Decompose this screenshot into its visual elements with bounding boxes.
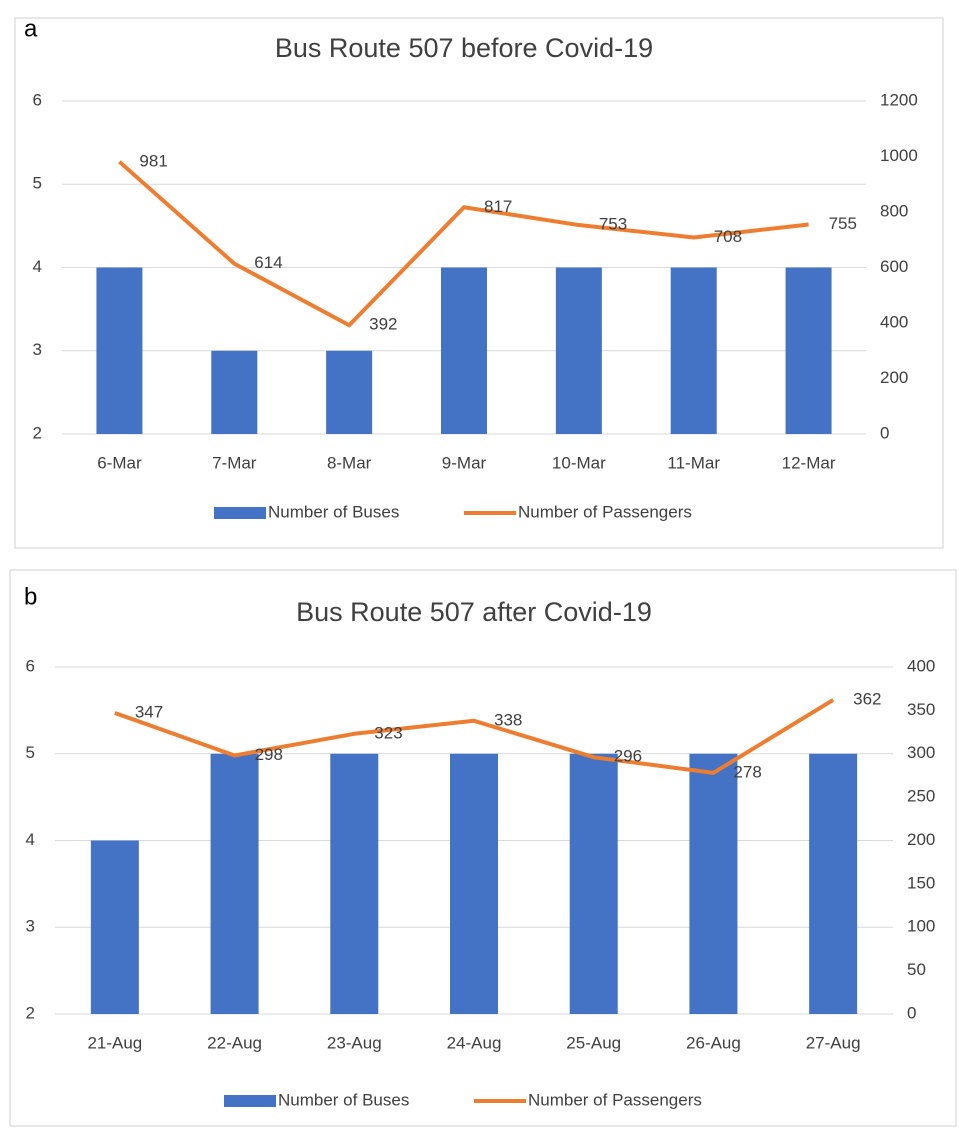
bar	[670, 267, 717, 434]
chart-title: Bus Route 507 after Covid-19	[296, 597, 652, 627]
x-tick-label: 11-Mar	[667, 453, 720, 472]
data-label: 708	[714, 227, 742, 246]
x-tick-label: 26-Aug	[686, 1033, 741, 1052]
legend-label: Number of Passengers	[528, 1090, 702, 1109]
y2-tick-label: 0	[907, 1003, 916, 1022]
y-tick-label: 4	[26, 830, 35, 849]
x-tick-label: 27-Aug	[806, 1033, 861, 1052]
line	[114, 698, 835, 775]
data-label: 817	[484, 197, 512, 216]
x-tick-label: 24-Aug	[447, 1033, 502, 1052]
legend-swatch	[214, 507, 266, 519]
bar	[326, 350, 373, 434]
x-tick-label: 7-Mar	[212, 453, 257, 472]
y2-tick-label: 250	[907, 787, 935, 806]
y-tick-label: 5	[33, 174, 42, 193]
legend-label: Number of Buses	[278, 1090, 409, 1109]
line	[118, 160, 809, 328]
x-tick-label: 12-Mar	[782, 453, 836, 472]
bar	[450, 753, 498, 1014]
legend-label: Number of Buses	[268, 502, 399, 521]
x-tick-label: 25-Aug	[566, 1033, 621, 1052]
y2-tick-label: 0	[880, 423, 889, 442]
y2-tick-label: 300	[907, 743, 935, 762]
legend-label: Number of Passengers	[518, 502, 692, 521]
y2-tick-label: 100	[907, 917, 935, 936]
x-tick-label: 8-Mar	[327, 453, 372, 472]
y-tick-label: 6	[26, 656, 35, 675]
data-label: 278	[733, 762, 761, 781]
y2-tick-label: 1200	[880, 90, 918, 109]
bar	[330, 753, 379, 1014]
bar	[785, 267, 832, 434]
y2-tick-label: 200	[880, 368, 908, 387]
y-tick-label: 5	[26, 743, 35, 762]
data-label: 392	[369, 315, 397, 334]
bar	[809, 753, 858, 1014]
y2-tick-label: 400	[907, 656, 935, 675]
y-tick-label: 6	[33, 90, 42, 109]
y2-tick-label: 200	[907, 830, 935, 849]
bar	[569, 753, 618, 1014]
bar	[90, 840, 139, 1014]
bar	[211, 350, 258, 434]
y-tick-label: 3	[33, 340, 42, 359]
chart-title: Bus Route 507 before Covid-19	[275, 33, 653, 63]
data-label: 298	[255, 745, 283, 764]
y-tick-label: 2	[33, 423, 42, 442]
x-tick-label: 9-Mar	[442, 453, 487, 472]
y-tick-label: 3	[26, 917, 35, 936]
data-label: 338	[494, 710, 522, 729]
data-label: 614	[254, 253, 282, 272]
data-label: 981	[139, 151, 167, 170]
x-tick-label: 10-Mar	[552, 453, 606, 472]
data-label: 323	[374, 723, 402, 742]
y2-tick-label: 600	[880, 257, 908, 276]
bar	[689, 753, 738, 1014]
data-label: 347	[135, 702, 163, 721]
y2-tick-label: 400	[880, 312, 908, 331]
legend-swatch	[224, 1095, 276, 1107]
y2-tick-label: 350	[907, 700, 935, 719]
panel-label: a	[24, 15, 38, 42]
x-tick-label: 6-Mar	[97, 453, 142, 472]
y2-tick-label: 800	[880, 201, 908, 220]
y-tick-label: 2	[26, 1003, 35, 1022]
bar	[96, 267, 143, 434]
data-label: 296	[614, 747, 642, 766]
bar	[555, 267, 602, 434]
x-tick-label: 23-Aug	[327, 1033, 382, 1052]
bar	[441, 267, 487, 434]
y2-tick-label: 150	[907, 873, 935, 892]
y2-tick-label: 50	[907, 960, 926, 979]
data-label: 755	[829, 214, 857, 233]
data-label: 753	[599, 215, 627, 234]
bar	[210, 753, 259, 1014]
panel-label: b	[24, 583, 37, 610]
y-tick-label: 4	[33, 257, 42, 276]
x-tick-label: 22-Aug	[207, 1033, 262, 1052]
x-tick-label: 21-Aug	[87, 1033, 142, 1052]
data-label: 362	[853, 689, 881, 708]
y2-tick-label: 1000	[880, 146, 918, 165]
